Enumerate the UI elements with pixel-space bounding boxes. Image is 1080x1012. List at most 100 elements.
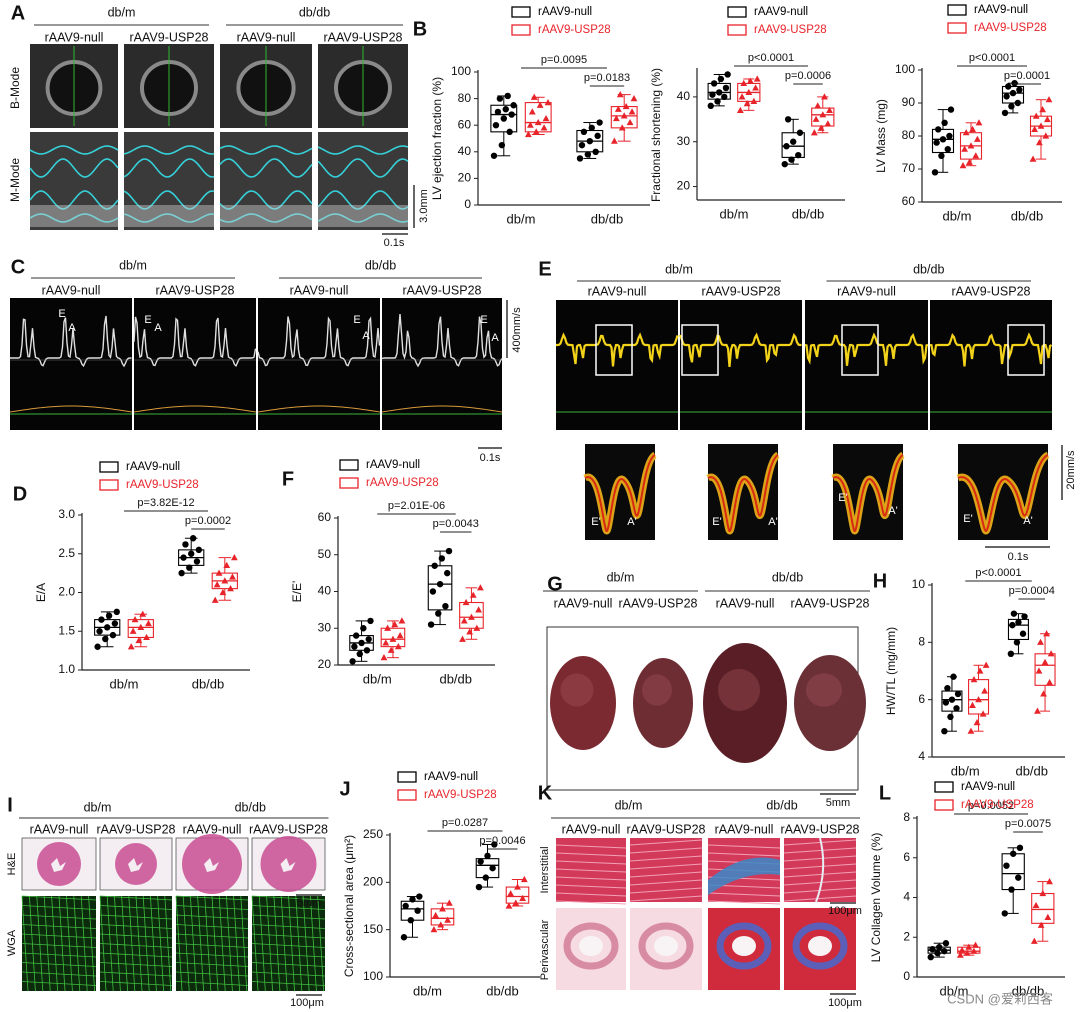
doppler-image — [382, 298, 502, 430]
point — [939, 136, 947, 143]
legend-swatch — [511, 6, 531, 18]
point — [221, 577, 229, 584]
p-value: p=0.0183 — [584, 72, 630, 84]
roi-box — [681, 324, 719, 376]
legend-swatch — [397, 789, 417, 801]
y-tick-label: 30 — [677, 134, 691, 148]
peak-label: A' — [627, 516, 636, 528]
x-tick-label: db/db — [1011, 208, 1044, 223]
point — [182, 541, 189, 548]
tdi-trace — [929, 332, 1053, 367]
point — [580, 128, 588, 136]
wga-fiber — [114, 895, 121, 992]
point — [135, 636, 143, 644]
column-label: rAAV9-null — [837, 284, 896, 298]
point — [544, 98, 552, 106]
legend-swatch — [397, 771, 417, 783]
m-mode-trace — [219, 158, 313, 178]
point — [402, 902, 409, 910]
point — [180, 554, 187, 561]
point — [407, 917, 414, 924]
fiber — [707, 900, 781, 905]
point — [1040, 690, 1047, 697]
panel-letter: L — [879, 782, 891, 804]
row-label: M-Mode — [8, 158, 22, 202]
point — [396, 632, 404, 639]
point — [468, 613, 475, 620]
legend-label: rAAV9-null — [754, 6, 808, 18]
box — [1001, 85, 1025, 104]
peak-label: E' — [591, 516, 600, 528]
fiber — [783, 871, 857, 878]
point — [819, 111, 827, 118]
m-mode-trace — [317, 190, 409, 210]
wga-fiber — [36, 895, 44, 992]
y-axis-label: LV Mass (mg) — [874, 99, 888, 173]
point — [111, 620, 119, 627]
roi-box — [1007, 324, 1045, 376]
panel-letter: J — [339, 778, 350, 800]
point — [972, 941, 979, 948]
point — [137, 623, 145, 630]
point — [628, 108, 636, 115]
point — [942, 699, 950, 706]
y-tick-label: 0 — [903, 969, 910, 983]
heart-highlight — [718, 669, 760, 711]
row-label: Interstitial — [539, 846, 551, 893]
group-label: db/m — [119, 258, 147, 272]
point — [982, 661, 990, 668]
point — [436, 580, 444, 588]
fiber — [555, 900, 627, 905]
wga-fiber — [273, 895, 281, 992]
point — [492, 122, 500, 129]
point — [102, 635, 109, 643]
scale-label: 100μm — [828, 905, 862, 917]
point — [961, 145, 969, 152]
point — [432, 911, 440, 919]
point — [139, 610, 147, 617]
point — [1005, 83, 1012, 90]
point — [1007, 650, 1015, 657]
point — [400, 934, 408, 941]
point — [616, 91, 624, 98]
wga-fiber — [251, 943, 326, 948]
wga-fiber — [99, 905, 173, 910]
fiber — [783, 839, 857, 846]
y-axis-label: Cross-sectional area (μm²) — [342, 835, 356, 977]
y-axis-label: Fractional shortening (%) — [649, 68, 663, 202]
y-tick-label: 80 — [458, 91, 472, 105]
m-mode-trace — [219, 190, 313, 210]
y-tick-label: 80 — [902, 128, 916, 142]
wga-fiber — [288, 895, 295, 992]
y-axis-label: HW/TL (mg/mm) — [884, 627, 898, 715]
point — [788, 156, 795, 163]
group-label: db/m — [607, 570, 635, 584]
point — [967, 727, 975, 734]
x-tick-label: db/db — [486, 983, 519, 998]
point — [721, 93, 728, 101]
point — [469, 591, 477, 598]
box — [811, 107, 835, 127]
doppler-trace — [381, 313, 503, 368]
y-tick-label: 60 — [318, 510, 332, 524]
tdi-trace — [678, 332, 802, 368]
column-label: rAAV9-USP28 — [702, 284, 781, 298]
scale-label: 5mm — [826, 797, 850, 809]
legend-label: rAAV9-null — [538, 6, 592, 18]
point — [430, 926, 438, 933]
point — [459, 635, 466, 642]
point — [750, 97, 758, 104]
x-tick-label: db/m — [507, 211, 536, 226]
fiber — [555, 884, 627, 889]
point — [584, 151, 592, 158]
point — [189, 535, 197, 542]
fiber — [629, 879, 703, 886]
point — [817, 124, 825, 131]
wga-fiber — [175, 905, 249, 910]
wga-fiber — [280, 895, 288, 992]
point — [630, 95, 638, 102]
point — [976, 667, 984, 674]
point — [740, 79, 748, 87]
x-tick-label: db/m — [110, 676, 139, 691]
y-tick-label: 40 — [677, 89, 691, 103]
